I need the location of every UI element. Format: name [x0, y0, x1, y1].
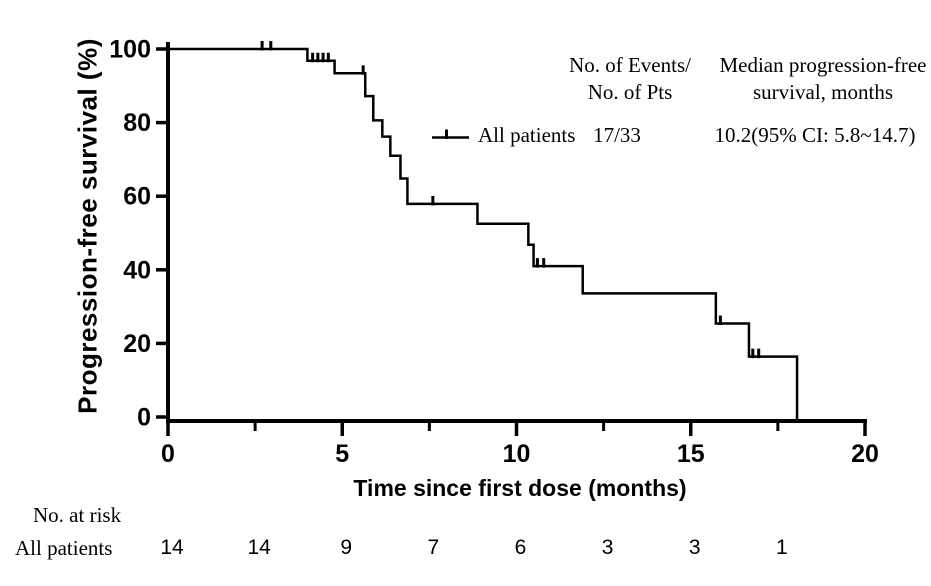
risk-count: 9: [340, 536, 352, 559]
km-curve: [168, 47, 799, 421]
legend-events-header: No. of Events/ No. of Pts: [540, 52, 720, 106]
risk-count: 14: [247, 536, 271, 559]
risk-count: 14: [160, 536, 184, 559]
x-tick-label: 5: [335, 440, 349, 468]
risk-table-header: No. at risk: [33, 503, 122, 527]
legend-median-value: 10.2(95% CI: 5.8~14.7): [714, 123, 916, 147]
x-tick-label: 15: [677, 440, 705, 468]
x-axis-title: Time since first dose (months): [353, 475, 687, 501]
y-tick-label: 20: [123, 330, 151, 358]
risk-count: 3: [602, 536, 614, 559]
legend-series-symbol-icon: [432, 129, 469, 139]
y-tick-label: 100: [109, 36, 151, 64]
legend-events-header-line2: No. of Pts: [587, 80, 673, 104]
legend-median-header: Median progression-free survival, months: [698, 52, 931, 106]
risk-count: 1: [776, 536, 788, 559]
y-tick-label: 40: [123, 256, 151, 284]
y-tick-label: 80: [123, 109, 151, 137]
legend-series-label: All patients: [478, 123, 576, 147]
x-tick-label: 10: [503, 440, 531, 468]
risk-count: 7: [428, 536, 440, 559]
y-tick-label: 0: [137, 404, 151, 432]
risk-table-row-label: All patients: [15, 536, 113, 560]
legend-median-header-line1: Median progression-free: [719, 53, 927, 77]
legend-events-value: 17/33: [593, 123, 641, 147]
x-tick-label: 20: [851, 440, 879, 468]
legend-events-header-line1: No. of Events/: [569, 53, 691, 77]
risk-count: 6: [515, 536, 527, 559]
legend-median-header-line2: survival, months: [753, 80, 893, 104]
y-tick-label: 60: [123, 183, 151, 211]
x-tick-label: 0: [161, 440, 175, 468]
y-axis-title: Progression-free survival (%): [72, 38, 103, 414]
risk-count: 3: [689, 536, 701, 559]
